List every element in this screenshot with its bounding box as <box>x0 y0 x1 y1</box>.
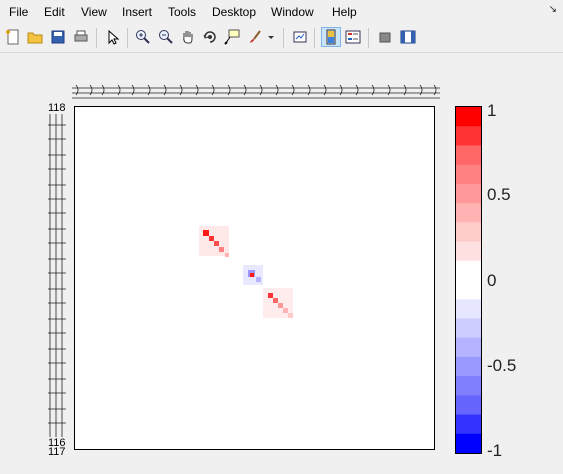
colorbar-segment <box>456 260 481 281</box>
menu-edit[interactable]: Edit <box>44 5 65 19</box>
heatmap-cell <box>203 230 209 236</box>
zoom-out-icon[interactable] <box>156 27 176 47</box>
heatmap-cell <box>278 303 283 308</box>
colorbar-tick-neg1: -1 <box>487 441 503 460</box>
heatmap-cell <box>209 236 214 241</box>
menu-tools[interactable]: Tools <box>168 5 197 19</box>
colorbar-segment <box>456 299 481 319</box>
pan-hand-icon[interactable] <box>178 27 198 47</box>
menu-bar: File Edit View Insert Tools Desktop Wind… <box>0 0 563 22</box>
heatmap-cell <box>214 241 219 246</box>
menu-view[interactable]: View <box>81 5 107 19</box>
toolbar-separator <box>283 28 284 48</box>
heatmap-canvas <box>199 226 293 318</box>
zoom-in-icon[interactable] <box>133 27 153 47</box>
colorbar-segment <box>456 241 481 262</box>
heatmap-cell <box>288 313 293 318</box>
hide-plot-tools-icon[interactable] <box>375 27 395 47</box>
colorbar-segment <box>456 107 481 127</box>
data-cursor-icon[interactable] <box>222 27 242 47</box>
colorbar-segment <box>456 145 481 166</box>
dock-arrow-icon[interactable]: ↘ <box>548 4 557 15</box>
heatmap-cell <box>219 247 224 252</box>
colorbar-segment <box>456 126 481 146</box>
left-axis-label-clutter <box>46 103 72 455</box>
show-plot-tools-icon[interactable] <box>398 27 418 47</box>
colorbar-segment <box>456 183 481 204</box>
colorbar-segment <box>456 222 481 243</box>
menu-file[interactable]: File <box>9 5 29 19</box>
colorbar-segment <box>456 433 481 453</box>
colorbar-segment <box>456 203 481 223</box>
heatmap-cell <box>225 253 229 257</box>
rotate-3d-icon[interactable] <box>200 27 220 47</box>
colorbar[interactable] <box>455 106 482 454</box>
colorbar-gradient <box>456 107 481 453</box>
menu-desktop[interactable]: Desktop <box>212 5 257 19</box>
figure-toolbar <box>0 24 563 53</box>
select-arrow-icon[interactable] <box>103 27 123 47</box>
link-plot-icon[interactable] <box>290 27 310 47</box>
brush-icon[interactable] <box>245 27 265 47</box>
toolbar-separator <box>314 28 315 48</box>
menu-window[interactable]: Window <box>271 5 314 19</box>
heatmap-cell <box>268 293 273 298</box>
top-axis-label-clutter <box>72 82 442 104</box>
heatmap-cell <box>250 273 254 277</box>
menu-insert[interactable]: Insert <box>122 5 153 19</box>
colorbar-segment <box>456 395 481 416</box>
colorbar-segment <box>456 164 481 185</box>
menu-help[interactable]: Help <box>332 5 357 19</box>
colorbar-segment <box>456 356 481 377</box>
colorbar-tick-0: 0 <box>487 271 497 290</box>
new-figure-icon[interactable] <box>3 27 23 47</box>
left-axis-top-label: 118 <box>48 102 66 114</box>
colorbar-segment <box>456 318 481 339</box>
toolbar-separator <box>368 28 369 48</box>
heatmap-cell <box>256 277 261 282</box>
colorbar-tick-1: 1 <box>487 101 497 120</box>
toolbar-separator <box>127 28 128 48</box>
print-icon[interactable] <box>71 27 91 47</box>
colorbar-tick-neg0.5: -0.5 <box>487 356 517 375</box>
colorbar-segment <box>456 414 481 435</box>
left-axis-bottom-label-2: 117 <box>48 446 66 458</box>
save-icon[interactable] <box>48 27 68 47</box>
heatmap-axes[interactable] <box>74 106 435 450</box>
colorbar-segment <box>456 376 481 396</box>
colorbar-segment <box>456 280 481 300</box>
open-file-icon[interactable] <box>25 27 45 47</box>
brush-dropdown-icon[interactable] <box>265 27 277 47</box>
legend-icon[interactable] <box>343 27 363 47</box>
colorbar-tick-0.5: 0.5 <box>487 185 511 204</box>
colorbar-icon[interactable] <box>321 27 341 47</box>
toolbar-separator <box>96 28 97 48</box>
heatmap-cell <box>273 298 278 303</box>
heatmap-cell <box>283 308 288 313</box>
colorbar-segment <box>456 337 481 358</box>
